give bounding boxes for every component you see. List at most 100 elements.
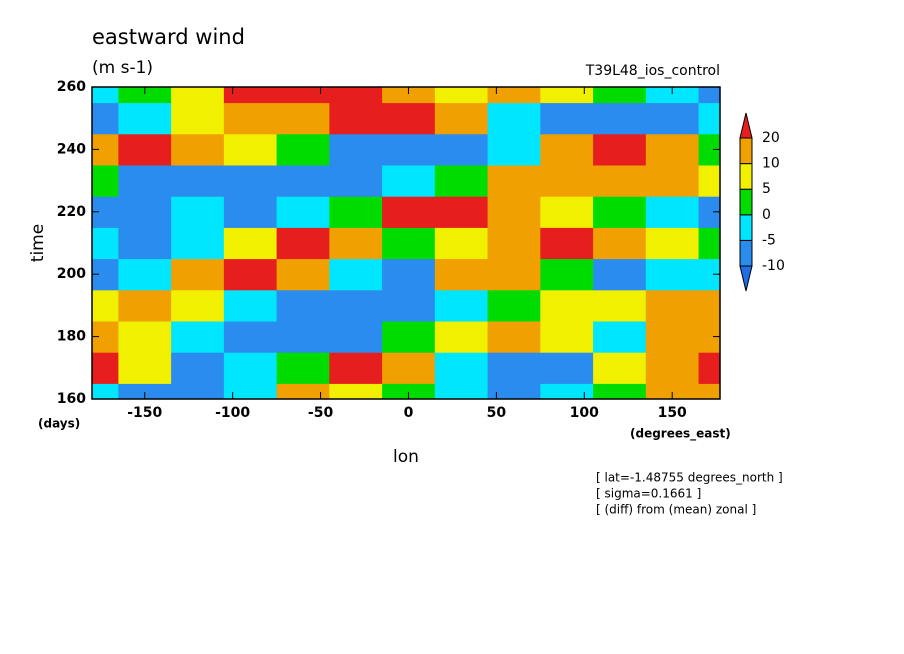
field-cell xyxy=(434,321,489,353)
field-cell xyxy=(382,352,436,384)
field-cell xyxy=(329,352,383,384)
y-tick-label: 240 xyxy=(57,141,86,157)
field-cell xyxy=(382,258,436,291)
field-cell xyxy=(540,133,594,166)
field-cell xyxy=(698,165,720,197)
x-tick-label: 50 xyxy=(487,405,507,421)
field-cell xyxy=(329,289,383,322)
field-cell xyxy=(276,133,330,166)
field-cell xyxy=(382,102,436,135)
plot-frame xyxy=(91,86,721,400)
colorbar-segment xyxy=(739,137,753,165)
field-cell xyxy=(434,289,489,322)
field-cell xyxy=(698,102,720,135)
field-cell xyxy=(223,227,278,260)
field-cell xyxy=(92,87,119,104)
field-cell xyxy=(487,133,541,166)
field-cell xyxy=(171,352,225,384)
field-cell xyxy=(223,87,278,104)
field-cell xyxy=(118,165,172,197)
field-cell xyxy=(487,383,541,399)
chart-title: eastward wind xyxy=(92,25,245,49)
field-cell xyxy=(698,289,720,322)
field-cell xyxy=(276,165,330,197)
colorbar-label: 20 xyxy=(762,130,780,146)
field-cell xyxy=(92,165,119,197)
field-cell xyxy=(118,383,172,399)
field-cell xyxy=(540,165,594,197)
field-cell xyxy=(593,196,647,228)
field-cell xyxy=(118,87,172,104)
field-cell xyxy=(593,102,647,135)
field-cell xyxy=(223,383,278,399)
field-cell xyxy=(276,289,330,322)
field-cell xyxy=(698,352,720,384)
field-cell xyxy=(118,321,172,353)
field-cell xyxy=(540,87,594,104)
field-cell xyxy=(118,352,172,384)
field-cell xyxy=(434,196,489,228)
note: [ lat=-1.48755 degrees_north ] xyxy=(596,471,783,485)
field-cell xyxy=(698,258,720,291)
field-cell xyxy=(171,196,225,228)
field-cell xyxy=(118,133,172,166)
field-cell xyxy=(645,321,700,353)
field-cell xyxy=(276,321,330,353)
field-cell xyxy=(593,258,647,291)
field-cell xyxy=(487,352,541,384)
field-cell xyxy=(487,227,541,260)
field-cell xyxy=(434,258,489,291)
field-cell xyxy=(171,87,225,104)
field-cell xyxy=(329,196,383,228)
field-cell xyxy=(540,352,594,384)
field-cell xyxy=(118,258,172,291)
colorbar-label: 0 xyxy=(762,207,771,223)
y-unit: (days) xyxy=(38,417,80,431)
field-cell xyxy=(223,321,278,353)
field-cell xyxy=(487,102,541,135)
field-cell xyxy=(382,321,436,353)
field-cell xyxy=(434,102,489,135)
field-cell xyxy=(540,102,594,135)
field-cell xyxy=(223,102,278,135)
field-cell xyxy=(329,102,383,135)
field-cell xyxy=(276,352,330,384)
field-cell xyxy=(645,196,700,228)
field-cell xyxy=(698,227,720,260)
colorbar-segment xyxy=(739,163,753,190)
y-tick-label: 220 xyxy=(57,204,86,220)
field-cell xyxy=(118,227,172,260)
field-cell xyxy=(698,87,720,104)
field-cell xyxy=(434,165,489,197)
field-cell xyxy=(171,321,225,353)
colorbar-segment xyxy=(739,214,753,241)
field-cell xyxy=(434,87,489,104)
field-cell xyxy=(698,321,720,353)
field-cell xyxy=(593,165,647,197)
field-cell xyxy=(645,352,700,384)
field-cell xyxy=(92,383,119,399)
field-cell xyxy=(223,196,278,228)
y-axis-title: time xyxy=(28,224,48,262)
field-cell xyxy=(593,133,647,166)
field-cell xyxy=(487,196,541,228)
field-cell xyxy=(118,196,172,228)
colorbar-label: 5 xyxy=(762,181,771,197)
y-tick-label: 200 xyxy=(57,266,86,282)
field-cell xyxy=(645,383,700,399)
field-cell xyxy=(329,258,383,291)
field-cell xyxy=(645,165,700,197)
subtitle: (m s-1) xyxy=(92,58,153,78)
field-cell xyxy=(382,87,436,104)
field-cell xyxy=(698,383,720,399)
x-axis-title: lon xyxy=(393,447,419,467)
field-cell xyxy=(223,165,278,197)
field-cell xyxy=(540,227,594,260)
field-cell xyxy=(118,289,172,322)
field-cell xyxy=(223,133,278,166)
field-cell xyxy=(329,165,383,197)
field-cell xyxy=(171,102,225,135)
field-cell xyxy=(593,321,647,353)
run-label: T39L48_ios_control xyxy=(585,63,720,79)
field-cell xyxy=(223,352,278,384)
